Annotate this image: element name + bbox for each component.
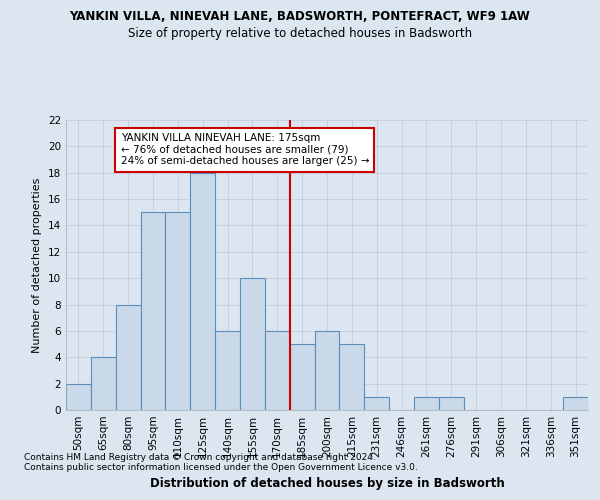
Bar bbox=[290, 344, 314, 410]
Text: Contains public sector information licensed under the Open Government Licence v3: Contains public sector information licen… bbox=[24, 464, 418, 472]
Text: YANKIN VILLA NINEVAH LANE: 175sqm
← 76% of detached houses are smaller (79)
24% : YANKIN VILLA NINEVAH LANE: 175sqm ← 76% … bbox=[121, 133, 369, 166]
Bar bbox=[140, 212, 166, 410]
Bar bbox=[439, 397, 464, 410]
Bar bbox=[563, 397, 588, 410]
Bar bbox=[414, 397, 439, 410]
Bar bbox=[364, 397, 389, 410]
Bar bbox=[116, 304, 140, 410]
Bar bbox=[91, 358, 116, 410]
Bar bbox=[265, 331, 290, 410]
Bar bbox=[314, 331, 340, 410]
Text: YANKIN VILLA, NINEVAH LANE, BADSWORTH, PONTEFRACT, WF9 1AW: YANKIN VILLA, NINEVAH LANE, BADSWORTH, P… bbox=[70, 10, 530, 23]
Bar bbox=[66, 384, 91, 410]
Bar bbox=[166, 212, 190, 410]
Text: Distribution of detached houses by size in Badsworth: Distribution of detached houses by size … bbox=[149, 477, 505, 490]
Bar bbox=[240, 278, 265, 410]
Text: Contains HM Land Registry data © Crown copyright and database right 2024.: Contains HM Land Registry data © Crown c… bbox=[24, 454, 376, 462]
Y-axis label: Number of detached properties: Number of detached properties bbox=[32, 178, 43, 352]
Text: Size of property relative to detached houses in Badsworth: Size of property relative to detached ho… bbox=[128, 28, 472, 40]
Bar bbox=[340, 344, 364, 410]
Bar bbox=[190, 172, 215, 410]
Bar bbox=[215, 331, 240, 410]
